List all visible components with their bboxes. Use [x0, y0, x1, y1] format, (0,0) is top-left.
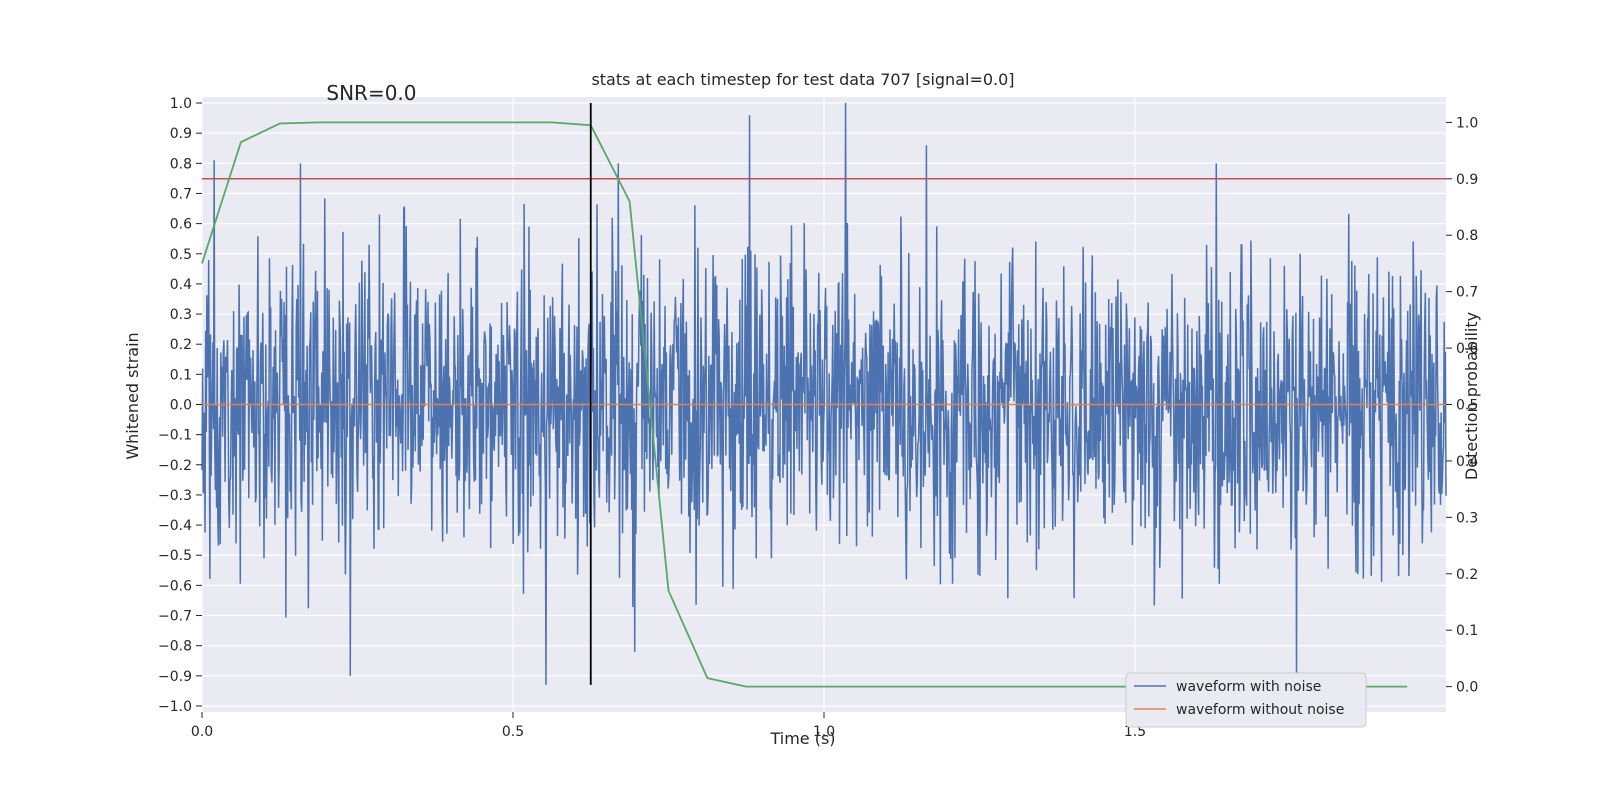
y2-tick-label: 0.5: [1456, 398, 1478, 414]
y-tick-label: 0.9: [170, 126, 192, 142]
y-tick-label: 0.8: [170, 156, 192, 172]
y2-tick-label: 0.3: [1456, 510, 1478, 526]
y-tick-label: −0.3: [158, 488, 192, 504]
y-axis-left-ticks: 1.0 0.9 0.8 0.7 0.6 0.5 0.4 0.3 0.2 0.1 0.0 −0.1 −0.…: [158, 96, 202, 715]
y-axis-label: Whitened strain: [123, 332, 142, 459]
x-tick-label: 0.0: [191, 724, 213, 740]
y-tick-label: 0.0: [170, 398, 192, 414]
y-axis-right-ticks: 1.0 0.9 0.8 0.7 0.6 0.5 0.4 0.3 0.2 0.1 0.0: [1446, 115, 1478, 696]
y2-tick-label: 0.6: [1456, 341, 1478, 357]
y2-axis-label: Detection probability: [1462, 312, 1481, 480]
waveform-with-noise-line: [201, 103, 1447, 685]
y2-tick-label: 0.1: [1456, 623, 1478, 639]
y-tick-label: 0.1: [170, 367, 192, 383]
x-tick-label: 1.0: [813, 724, 835, 740]
y2-tick-label: 0.0: [1456, 680, 1478, 696]
y2-tick-label: 1.0: [1456, 115, 1478, 131]
x-tick-label: 0.5: [502, 724, 524, 740]
y-tick-label: −0.9: [158, 669, 192, 685]
y-tick-label: −1.0: [158, 699, 192, 715]
y2-tick-label: 0.7: [1456, 285, 1478, 301]
x-axis-label: Time (s): [769, 729, 835, 748]
series-waveform-with-noise: [201, 103, 1447, 685]
legend-box: [1125, 672, 1367, 728]
y-tick-label: −0.2: [158, 458, 192, 474]
y2-tick-label: 0.8: [1456, 228, 1478, 244]
y-tick-label: 0.5: [170, 247, 192, 263]
x-axis-ticks: 0.0 0.5 1.0 1.5: [191, 712, 1146, 740]
y-tick-label: 0.2: [170, 337, 192, 353]
y-tick-label: 1.0: [170, 96, 192, 112]
y2-tick-label: 0.9: [1456, 172, 1478, 188]
y2-tick-label: 0.2: [1456, 567, 1478, 583]
y-tick-label: −0.1: [158, 428, 192, 444]
x-tick-label: 1.5: [1124, 724, 1146, 740]
y-tick-label: −0.4: [158, 518, 192, 534]
legend-label-clean: waveform without noise: [1176, 702, 1344, 718]
y-tick-label: −0.6: [158, 578, 192, 594]
y-tick-label: −0.8: [158, 639, 192, 655]
y2-tick-label: 0.4: [1456, 454, 1478, 470]
y-tick-label: 0.7: [170, 186, 192, 202]
legend: waveform with noise waveform without noi…: [1125, 672, 1367, 728]
y-tick-label: −0.5: [158, 548, 192, 564]
y-tick-label: −0.7: [158, 609, 192, 625]
snr-annotation: SNR=0.0: [326, 81, 416, 105]
legend-label-noise: waveform with noise: [1176, 679, 1321, 695]
chart-title: stats at each timestep for test data 707…: [591, 70, 1014, 89]
y-tick-label: 0.3: [170, 307, 192, 323]
y-tick-label: 0.4: [170, 277, 192, 293]
y-tick-label: 0.6: [170, 217, 192, 233]
